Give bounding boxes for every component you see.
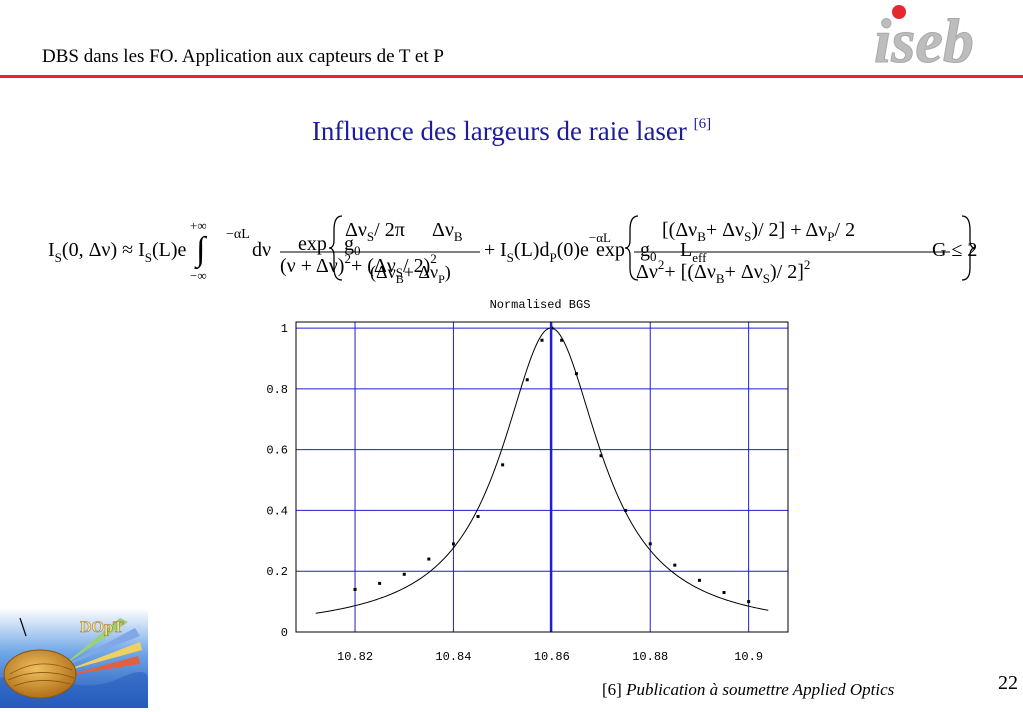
dopt-logo: DOpT xyxy=(0,608,148,708)
footer-reference: [6] Publication à soumettre Applied Opti… xyxy=(602,680,894,700)
chart-grid xyxy=(296,322,788,633)
y-tick-label: 0 xyxy=(281,626,288,640)
integral-upper-limit: +∞ xyxy=(190,218,207,233)
y-tick-label: 1 xyxy=(281,322,288,336)
data-point xyxy=(624,508,628,512)
data-point xyxy=(747,600,751,604)
data-point xyxy=(722,590,726,594)
data-point xyxy=(525,378,529,382)
formula-tail: G ≤ 2 xyxy=(932,239,977,261)
x-tick-label: 10.82 xyxy=(337,650,373,664)
slide-title-text: Influence des largeurs de raie laser xyxy=(311,116,687,146)
formula-g0: g0 xyxy=(344,233,361,258)
integral-sign: ∫ xyxy=(194,231,208,270)
slide-header: DBS dans les FO. Application aux capteur… xyxy=(42,46,444,67)
formula-exp-term: −αL xyxy=(226,227,250,242)
y-tick-label: 0.2 xyxy=(266,565,288,579)
svg-text:DOpT: DOpT xyxy=(80,619,124,636)
iseb-logo: iseb xyxy=(874,5,974,74)
footer-ref-text: Publication à soumettre Applied Optics xyxy=(626,680,895,699)
formula-leff: Leff xyxy=(680,239,707,265)
data-point xyxy=(540,338,544,342)
x-tick-label: 10.88 xyxy=(632,650,668,664)
data-point xyxy=(476,515,480,519)
data-point xyxy=(451,542,455,546)
data-point xyxy=(697,578,701,582)
formula-exp-2: exp xyxy=(596,239,625,261)
fit-curve xyxy=(315,327,769,614)
data-point xyxy=(648,542,652,546)
data-point xyxy=(378,581,382,585)
slide-title: Influence des largeurs de raie laser [6] xyxy=(0,116,1023,147)
formula-rden: Δν2+ [(ΔνB+ ΔνS)/ 2]2 xyxy=(636,257,810,286)
chart-title: Normalised BGS xyxy=(490,298,591,312)
bgs-chart: Normalised BGS 10.82 10.84 10.86 10.88 10.9 0… xyxy=(266,298,789,664)
data-point xyxy=(402,572,406,576)
formula-den1: (ν + Δν)2+ (ΔνS/ 2)2 xyxy=(280,251,437,280)
data-point xyxy=(574,372,578,376)
page-number: 22 xyxy=(998,672,1018,694)
formula-lhs: IS(0, Δν) ≈ IS(L)e xyxy=(48,239,187,265)
measured-data xyxy=(353,326,751,604)
formula-exp-1: exp xyxy=(298,233,327,255)
formula-num2: ΔνB xyxy=(432,219,463,244)
data-point xyxy=(353,587,357,591)
x-tick-label: 10.84 xyxy=(435,650,471,664)
footer-ref-num: [6] xyxy=(602,680,622,699)
y-tick-label: 0.6 xyxy=(266,444,288,458)
formula-mid1: (ΔνB+ ΔνP) xyxy=(370,262,451,286)
formula-dnu: dν xyxy=(252,239,271,261)
data-point xyxy=(599,454,603,458)
formula-rnum: [(ΔνB+ ΔνS)/ 2] + ΔνP/ 2 xyxy=(662,219,855,244)
formula-g0-2: g0 xyxy=(640,239,657,264)
x-tick-label: 10.9 xyxy=(734,650,763,664)
plot-frame xyxy=(295,321,789,633)
y-tick-label: 0.8 xyxy=(266,383,288,397)
formula-plus: + xyxy=(484,239,495,261)
data-point xyxy=(427,557,431,561)
slide-title-ref: [6] xyxy=(693,116,712,132)
data-point xyxy=(501,463,505,467)
header-divider xyxy=(0,75,1023,78)
bgs-formula: IS(0, Δν) ≈ IS(L)e −αL +∞ ∫ −∞ dν exp g0… xyxy=(48,215,977,286)
formula-mid2: IS(L)dP(0)e−αL xyxy=(500,230,611,265)
y-tick-label: 0.4 xyxy=(266,504,288,518)
integral-lower-limit: −∞ xyxy=(190,268,207,283)
formula-num1: ΔνS/ 2π xyxy=(345,219,405,244)
x-tick-label: 10.86 xyxy=(534,650,570,664)
svg-text:iseb: iseb xyxy=(874,8,974,74)
data-point xyxy=(673,563,677,567)
chart-ticks: 10.82 10.84 10.86 10.88 10.9 0 0.2 0.4 0.6 0.8 1 xyxy=(266,322,763,664)
data-point xyxy=(560,338,564,342)
